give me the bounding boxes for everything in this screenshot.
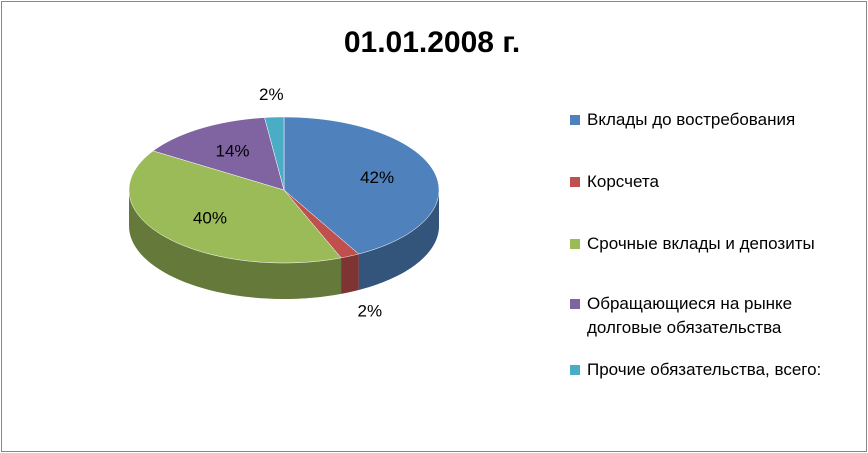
- data-label: 42%: [360, 168, 394, 187]
- legend-swatch: [570, 365, 580, 375]
- slice-side-shade: [341, 253, 359, 294]
- slice: [152, 117, 285, 191]
- legend-label: Вклады до востребования: [587, 110, 796, 129]
- legend-swatch: [570, 239, 580, 249]
- legend-label: Прочие обязательства, всего:: [587, 360, 822, 379]
- data-label: 40%: [193, 208, 227, 227]
- legend-label: Срочные вклады и депозиты: [587, 234, 815, 253]
- legend-item: Срочные вклады и депозиты: [570, 232, 860, 256]
- legend-swatch: [570, 177, 580, 187]
- legend-item: Прочие обязательства, всего:: [570, 358, 860, 382]
- chart-title: 01.01.2008 г.: [344, 26, 520, 59]
- data-label: 2%: [259, 85, 284, 104]
- legend-label: Обращающиеся на рынке долговые обязатель…: [587, 294, 793, 337]
- slice: [283, 116, 440, 290]
- slice-side: [341, 253, 359, 294]
- slice-top: [283, 116, 440, 255]
- data-label: 14%: [215, 141, 249, 160]
- slice-top: [152, 117, 285, 191]
- legend-item: Вклады до востребования: [570, 108, 860, 132]
- legend-label: Корсчета: [587, 172, 659, 191]
- legend-swatch: [570, 299, 580, 309]
- slice-side: [129, 190, 342, 299]
- slice-top: [128, 150, 342, 264]
- legend-swatch: [570, 115, 580, 125]
- slice: [264, 116, 285, 191]
- data-label: 2%: [358, 301, 383, 320]
- legend-item: Обращающиеся на рынке долговые обязатель…: [570, 292, 860, 340]
- slice-side-shade: [358, 190, 439, 290]
- slice: [283, 189, 360, 294]
- slice-top: [283, 189, 360, 259]
- slice-side-shade: [129, 190, 342, 299]
- legend-item: Корсчета: [570, 170, 860, 194]
- slice-side: [358, 190, 439, 290]
- slice-top: [264, 116, 285, 191]
- legend: Вклады до востребования Корсчета Срочные в…: [570, 108, 860, 382]
- slice: [128, 150, 342, 299]
